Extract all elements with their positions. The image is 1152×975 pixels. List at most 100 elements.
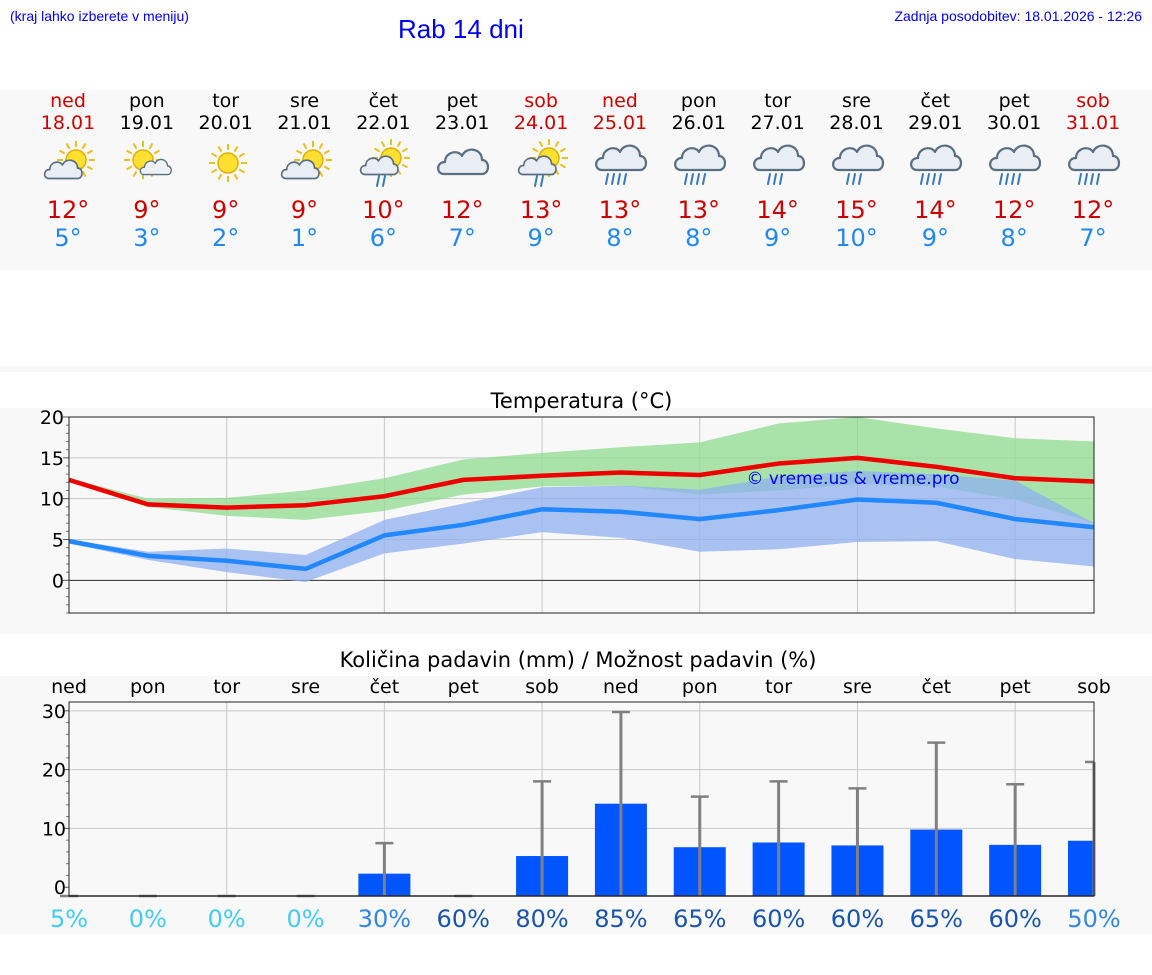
forecast-day: ned 25.01 13° 8° [580,90,660,252]
forecast-day: tor 27.01 14° 9° [738,90,818,252]
x-day-label: sob [525,676,559,698]
sun-ray [302,143,307,150]
sun-cloud-icon [280,141,332,180]
forecast-day: sre 28.01 15° 10° [817,90,897,252]
min-range-band [69,470,1094,582]
day-date: 22.01 [356,112,411,134]
rain-drop [1005,173,1010,185]
forecast-day: ned 18.01 12° 5° [28,90,108,252]
sun-ray [402,147,409,153]
sun-ray [397,141,402,148]
precipitation-probability: 60% [752,905,805,933]
max-temperature: 9° [290,196,319,224]
cloud-outline [139,158,172,176]
rain-drop [540,175,545,187]
cloud-outline [360,155,400,176]
cloud-shape [437,148,490,176]
cloud-shape [517,155,557,176]
min-temperature: 9° [527,224,555,252]
sun-ray [65,143,71,150]
cloud-light-rain-icon [752,144,805,185]
x-day-label: tor [765,676,792,698]
sun-ray [210,152,217,158]
cloud-outline [1068,144,1121,172]
cloud-rain-weather-icon [1068,144,1121,185]
cloud-outline [989,144,1042,172]
forecast-strip: ned 18.01 12° 5° pon 19.01 9° 3° tor 20.01 9° 2° sre… [0,90,1152,270]
rain-drop [932,173,937,185]
day-date: 30.01 [986,112,1042,134]
rain-drop [1017,173,1022,185]
sun-ray [233,146,239,153]
sun-ray [59,149,66,155]
sun-ray [210,168,217,174]
forecast-band [0,90,1152,270]
rain-drop [382,175,387,187]
cloud-icon [437,148,490,176]
min-temperature: 7° [1079,224,1107,252]
chart-title: Količina padavin (mm) / Možnost padavin … [340,648,817,672]
min-temperature: 3° [133,224,161,252]
precipitation-probability: 0% [129,905,167,933]
sun-cloud-light-rain-weather-icon [360,139,411,187]
day-date: 21.01 [277,112,332,134]
day-name: ned [602,90,638,112]
forecast-day: sre 21.01 9° 1° [265,90,345,252]
precipitation-probability: 60% [437,905,490,933]
day-date: 24.01 [513,112,569,134]
forecast-day: čet 29.01 14° 9° [895,90,975,252]
precipitation-bar [1068,840,1094,896]
precipitation-probability: 0% [208,905,246,933]
cloud-outline [437,148,490,176]
cloud-shape [910,144,963,172]
day-date: 20.01 [198,112,253,134]
rain-drop [920,173,925,185]
separator-band [0,366,1152,372]
rain-drop [376,175,381,187]
rain-drop [772,173,777,185]
cloud-light-rain-icon [831,144,884,185]
day-date: 18.01 [40,112,96,134]
x-day-label: sre [291,676,320,698]
min-temperature: 8° [606,224,634,252]
precipitation-probability: 80% [515,905,568,933]
precipitation-probability: 60% [831,905,884,933]
day-name: čet [368,90,399,112]
forecast-day: pet 30.01 12° 8° [974,90,1054,252]
forecast-day: pon 26.01 13° 8° [659,90,739,252]
rain-drop [610,173,615,185]
cloud-rain-icon [673,144,726,185]
min-temperature: 9° [764,224,792,252]
cloud-outline [910,144,963,172]
max-temperature: 12° [46,196,90,224]
max-temperature: 13° [677,196,721,224]
sun-ray [402,163,409,169]
x-day-label: pet [1000,676,1031,698]
rain-drop [1090,173,1095,185]
y-tick-label: 10 [42,818,66,840]
cloud-outline [517,155,557,176]
day-name: ned [50,90,86,112]
day-name: sob [1076,90,1110,112]
sun-small-cloud-icon [123,141,172,179]
rain-drop [1084,173,1089,185]
day-name: sre [842,90,871,112]
day-name: pet [998,90,1030,112]
sun-ray [323,149,330,155]
cloud-outline [752,144,805,172]
rain-drop [766,173,771,185]
rain-drop [851,173,856,185]
x-day-label: ned [603,676,639,698]
sun-ray [217,173,223,180]
x-day-label: čet [922,676,952,698]
rain-drop [604,173,609,185]
min-temperature: 2° [212,224,240,252]
cloud-rain-weather-icon [594,144,648,185]
rain-drop [938,173,943,185]
rain-drop [857,173,862,185]
sun-ray [233,173,239,180]
day-date: 19.01 [119,112,175,134]
sun-ray [81,143,87,150]
cloud-outline [673,144,726,172]
day-name: sre [290,90,320,112]
